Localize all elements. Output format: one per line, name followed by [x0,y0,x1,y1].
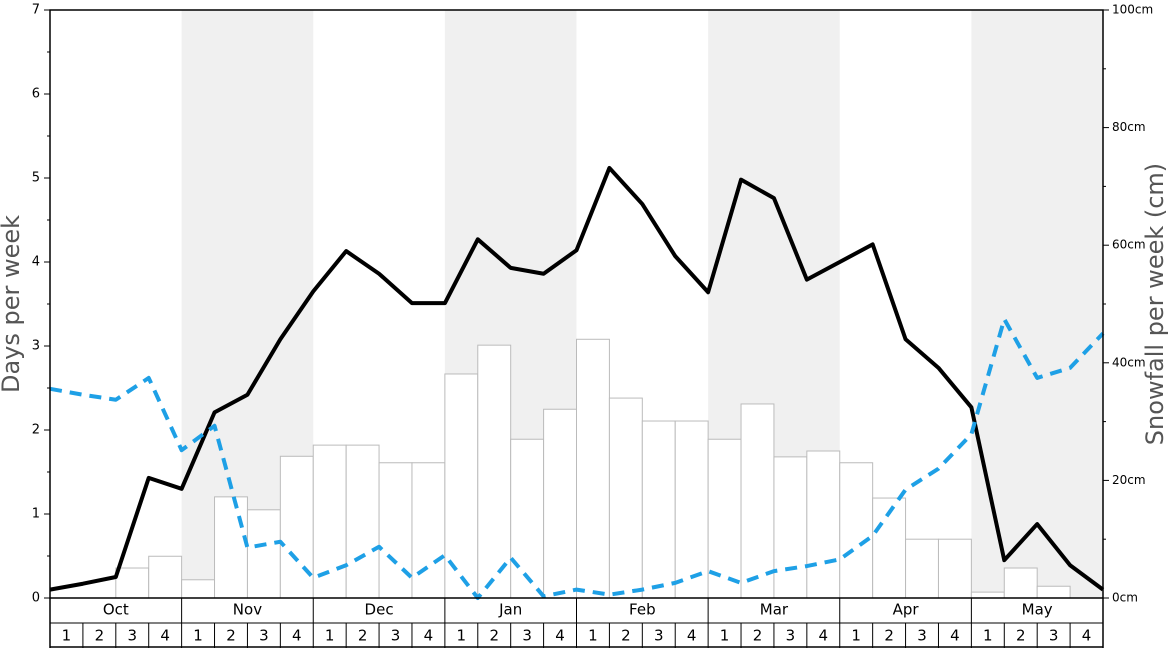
bar [970,591,1005,599]
week-label: 3 [654,627,664,645]
bar [214,496,248,599]
y-tick-label: 0 [32,591,40,606]
bar [246,509,281,599]
week-label: 2 [621,627,631,645]
y-tick-label: 3 [32,339,40,354]
week-label: 2 [358,627,368,645]
bar [1036,585,1071,599]
week-label: 3 [917,627,927,645]
bar [740,403,775,599]
week-label: 4 [1082,627,1092,645]
week-label: 3 [522,627,532,645]
y-tick-label: 1 [32,507,40,522]
month-label: Jan [498,601,522,619]
month-label: Dec [365,601,394,619]
bar [937,538,972,599]
week-label: 4 [292,627,302,645]
bar [905,538,939,599]
y2-tick-label: 20cm [1112,473,1146,487]
y-axis-label: Days per week [0,215,25,393]
bar [279,455,314,599]
week-label: 3 [127,627,137,645]
bar [378,462,413,599]
week-label: 3 [786,627,796,645]
bar [345,444,380,599]
y2-tick-label: 60cm [1112,238,1146,252]
week-label: 2 [1016,627,1026,645]
y-tick-label: 5 [32,171,40,186]
y2-axis-label: Snowfall per week (cm) [1141,163,1168,445]
y2-tick-label: 0cm [1112,591,1138,605]
week-label: 3 [1049,627,1059,645]
y-tick-label: 4 [32,255,40,270]
bar [1003,567,1038,599]
week-label: 1 [720,627,730,645]
y-tick-label: 6 [32,87,40,102]
y2-tick-label: 100cm [1112,3,1153,17]
line-series [49,165,1105,592]
bar [576,338,610,599]
month-label: May [1022,601,1053,619]
week-label: 1 [983,627,993,645]
bar [312,444,347,599]
week-label: 2 [884,627,894,645]
bar [477,344,512,599]
week-label: 2 [226,627,236,645]
week-label: 4 [424,627,434,645]
week-label: 4 [555,627,565,645]
week-label: 1 [325,627,335,645]
y-tick-label: 2 [32,423,40,438]
week-label: 1 [193,627,203,645]
week-label: 1 [588,627,598,645]
week-label: 1 [851,627,861,645]
week-label: 2 [753,627,763,645]
bar [806,450,841,599]
bar [115,567,150,599]
week-label: 3 [259,627,269,645]
bar [773,456,808,599]
week-label: 1 [457,627,467,645]
bar [148,555,183,599]
y2-tick-label: 40cm [1112,355,1146,369]
y-tick-label: 7 [32,3,40,18]
month-label: Apr [893,601,920,619]
bar [608,397,643,599]
week-label: 4 [950,627,960,645]
y2-tick-label: 80cm [1112,120,1146,134]
bar [181,579,216,599]
bar [543,408,577,599]
month-band [971,10,1103,598]
week-label: 4 [819,627,829,645]
month-label: Nov [233,601,262,619]
line-series [49,317,1105,600]
month-label: Oct [103,601,129,619]
week-label: 2 [95,627,105,645]
week-label: 2 [489,627,499,645]
week-label: 3 [391,627,401,645]
week-label: 4 [160,627,170,645]
week-label: 1 [62,627,72,645]
bar [411,462,446,599]
bar [641,420,676,599]
month-label: Mar [760,601,789,619]
week-label: 4 [687,627,697,645]
bar [510,438,545,599]
bar [839,462,874,599]
month-label: Feb [629,601,656,619]
bar [674,420,709,599]
